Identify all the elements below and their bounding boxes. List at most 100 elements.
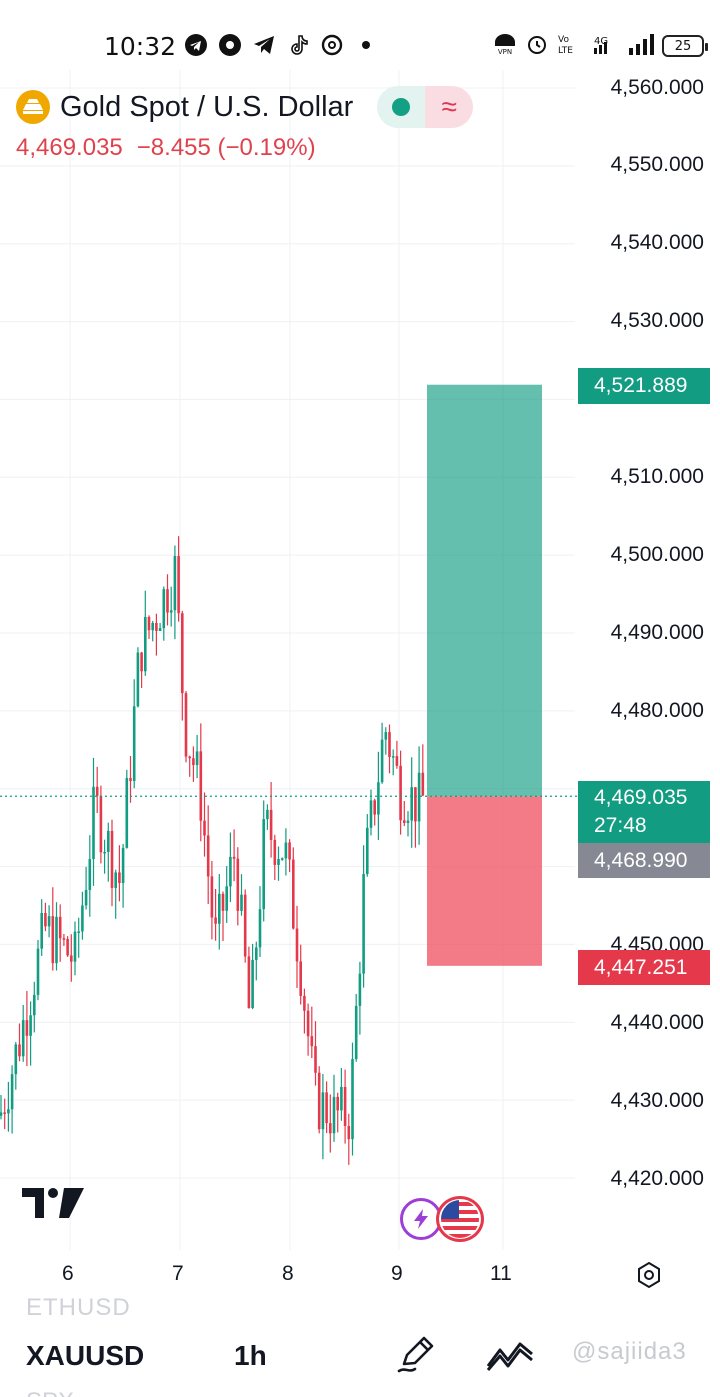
candle-body	[277, 858, 280, 865]
candle-body	[184, 693, 188, 757]
last-price-value: 4,469.035	[594, 786, 688, 809]
candle-body	[266, 809, 269, 820]
candle-body	[151, 622, 154, 631]
candle-body	[366, 827, 369, 875]
candle-body	[321, 1092, 325, 1130]
candle-body	[243, 894, 247, 957]
candle-body	[162, 589, 166, 629]
svg-text:VPN: VPN	[498, 48, 512, 56]
candle-body	[351, 1059, 354, 1140]
stop-loss-tag: 4,447.251	[578, 950, 710, 985]
next-symbol[interactable]: SPX	[26, 1388, 74, 1397]
indicators-icon[interactable]	[486, 1338, 534, 1372]
candle-body	[10, 1074, 14, 1110]
candle-body	[173, 556, 177, 611]
quote-row: 4,469.035 −8.455 (−0.19%)	[16, 134, 473, 162]
candle-body	[62, 938, 66, 940]
candle-body	[354, 1005, 358, 1060]
interval-button[interactable]: 1h	[234, 1340, 267, 1371]
battery-icon: 25	[662, 35, 708, 57]
candle-body	[177, 556, 180, 614]
candle-body	[103, 851, 106, 854]
candle-body	[33, 994, 36, 1016]
candle-body	[155, 622, 158, 631]
candle-body	[229, 856, 232, 887]
delayed-data-icon[interactable]: ≈	[425, 86, 474, 128]
candle-body	[373, 800, 376, 815]
candle-body	[269, 809, 273, 840]
candle-body	[292, 859, 295, 929]
price-label: 4,530.000	[610, 309, 704, 332]
candle-body	[169, 610, 173, 613]
price-label: 4,490.000	[610, 621, 704, 644]
candle-body	[181, 613, 184, 694]
candle-body	[66, 938, 69, 956]
candle-body	[99, 795, 103, 853]
candle-body	[77, 931, 80, 933]
price-label: 4,550.000	[610, 153, 704, 176]
candle-body	[58, 916, 62, 939]
symbol-button[interactable]: XAUUSD	[26, 1340, 145, 1371]
system-icons: VPN Vo LTE 4G 25	[492, 32, 708, 60]
status-time: 10:32	[104, 32, 177, 61]
candle-body	[125, 778, 129, 848]
price-chart[interactable]	[0, 70, 720, 1250]
candle-body	[188, 756, 191, 759]
candle-body	[121, 847, 125, 883]
us-flag-event-icon[interactable]	[436, 1196, 484, 1242]
chart-settings-icon[interactable]	[634, 1260, 664, 1290]
candle-body	[273, 839, 277, 865]
symbol-header: Gold Spot / U.S. Dollar ≈ 4,469.035 −8.4…	[16, 86, 474, 162]
candle-body	[232, 856, 236, 859]
symbol-title[interactable]: Gold Spot / U.S. Dollar	[60, 90, 354, 123]
candle-body	[377, 782, 380, 815]
candle-body	[421, 772, 425, 796]
prev-symbol[interactable]: ETHUSD	[26, 1294, 131, 1321]
candle-body	[262, 819, 265, 910]
loss-zone	[427, 796, 542, 966]
candle-body	[384, 732, 388, 740]
signal-icon	[628, 33, 654, 59]
candle-body	[332, 1096, 336, 1134]
threads-icon	[319, 32, 345, 58]
candle-body	[70, 955, 73, 962]
candle-body	[399, 765, 402, 821]
candle-body	[410, 787, 413, 821]
event-markers[interactable]	[400, 1196, 484, 1242]
candle-body	[132, 706, 136, 782]
candle-body	[25, 1020, 29, 1036]
candle-body	[362, 874, 365, 974]
candle-body	[7, 1109, 10, 1114]
candle-body	[369, 800, 373, 828]
candle-body	[299, 961, 302, 996]
candle-body	[417, 772, 421, 822]
candle-body	[29, 1015, 32, 1036]
candle-body	[336, 1096, 339, 1111]
prev-close-value: 4,468.990	[594, 848, 688, 872]
candle-body	[95, 786, 99, 796]
market-open-icon[interactable]	[377, 86, 426, 128]
drawing-tools-icon[interactable]	[396, 1334, 436, 1374]
candle-body	[84, 889, 88, 906]
candle-body	[221, 893, 225, 911]
candle-body	[199, 751, 203, 821]
candle-body	[51, 916, 55, 964]
candle-body	[240, 894, 243, 911]
candle-body	[92, 786, 95, 860]
candle-body	[73, 931, 77, 962]
price-change: −8.455 (−0.19%)	[136, 134, 316, 161]
tradingview-logo-icon[interactable]	[22, 1186, 86, 1225]
candle-body	[147, 616, 151, 631]
candle-body	[280, 858, 284, 860]
candle-body	[325, 1092, 328, 1124]
last-price: 4,469.035	[16, 134, 123, 161]
candle-body	[303, 995, 306, 1011]
music-icon	[217, 32, 243, 58]
svg-text:4G: 4G	[594, 36, 608, 47]
price-label: 4,430.000	[610, 1089, 704, 1112]
candle-body	[140, 652, 143, 672]
chart-canvas[interactable]	[0, 70, 720, 1250]
alarm-icon	[526, 33, 548, 59]
status-badges[interactable]: ≈	[377, 86, 474, 128]
candle-body	[314, 1046, 317, 1073]
